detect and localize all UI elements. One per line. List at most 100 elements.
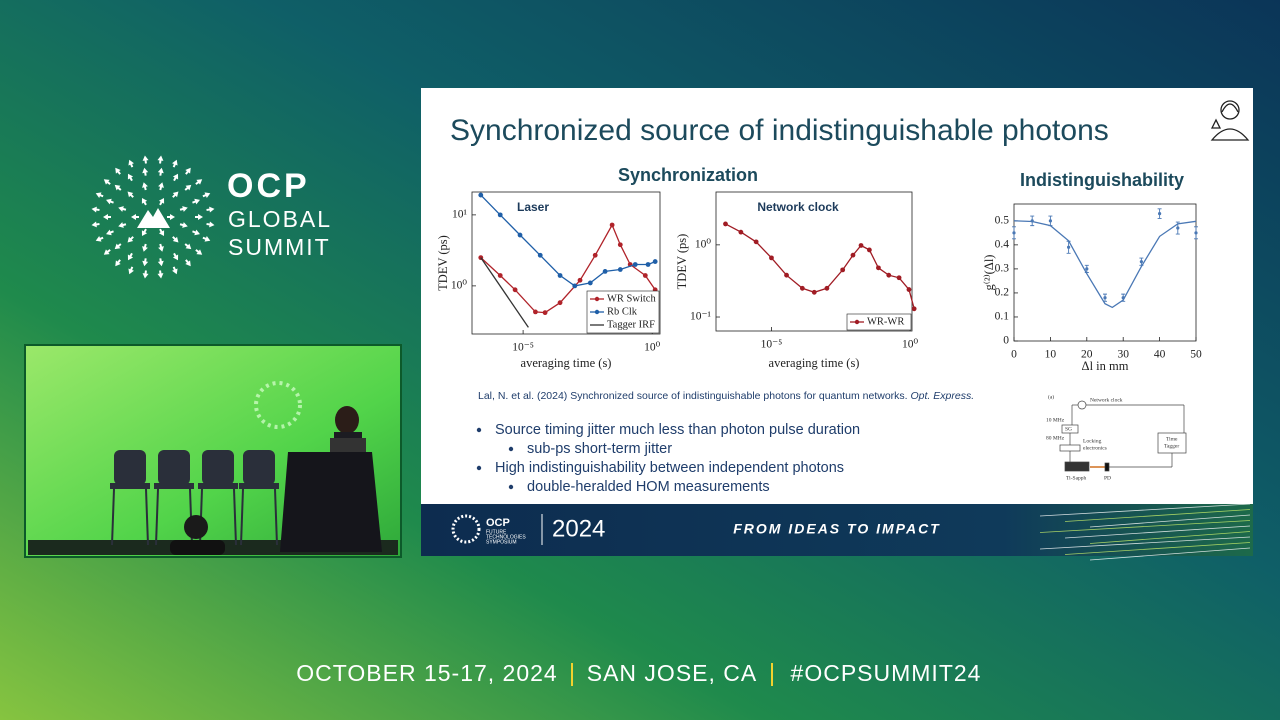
- camera-inset: [24, 344, 402, 558]
- audience-head: [184, 515, 208, 539]
- brand-line: GLOBAL: [228, 206, 332, 232]
- logo-arrow: [91, 221, 100, 228]
- y-tick-label: 0.4: [995, 239, 1010, 251]
- legend-marker: [594, 296, 600, 302]
- bullet-dot: [476, 465, 482, 471]
- data-point: [1194, 231, 1198, 235]
- logo-arrow: [172, 191, 179, 198]
- logo-arrow: [157, 258, 164, 267]
- x-tick-label: 10: [1045, 349, 1057, 361]
- diagram-label: Locking: [1083, 438, 1102, 444]
- logo-mountain: [137, 208, 170, 228]
- data-point: [512, 287, 518, 293]
- data-point: [577, 277, 583, 283]
- data-point: [911, 306, 917, 312]
- logo-arrow: [103, 249, 111, 255]
- slide-title: Synchronized source of indistinguishable…: [450, 114, 1109, 147]
- logo-arrow: [95, 236, 104, 242]
- logo-arrow: [172, 173, 179, 182]
- logo-arrow: [118, 206, 127, 212]
- data-point: [537, 252, 543, 258]
- footer-logo-mark: [451, 514, 481, 544]
- laptop: [330, 438, 366, 452]
- bullet-text: sub-ps short-term jitter: [527, 441, 672, 457]
- x-tick-label: 10⁰: [644, 342, 661, 354]
- diagram-label: Tagger: [1164, 443, 1179, 449]
- y-tick-label: 0.2: [995, 287, 1010, 299]
- logo-arrow: [142, 155, 149, 164]
- y-axis-label: TDEV (ps): [675, 234, 689, 290]
- legend-label: WR Switch: [607, 293, 656, 304]
- logo-arrow: [142, 167, 149, 176]
- x-axis-label: averaging time (s): [521, 356, 612, 370]
- data-point: [799, 285, 805, 291]
- chart-title: Network clock: [757, 200, 839, 214]
- data-point: [1067, 245, 1071, 249]
- streak: [1039, 520, 1251, 533]
- plot-frame: [1013, 203, 1197, 342]
- y-tick-label: 0.1: [995, 311, 1010, 323]
- data-point: [840, 267, 846, 273]
- logo-arrow: [114, 243, 122, 250]
- data-point: [1012, 231, 1016, 235]
- logo-arrow: [157, 167, 164, 176]
- bullet-text: Source timing jitter much less than phot…: [495, 422, 860, 438]
- data-point: [723, 221, 728, 227]
- data-point: [811, 289, 817, 295]
- data-point: [738, 229, 744, 235]
- legend-label: Tagger IRF: [607, 319, 655, 330]
- data-point: [478, 192, 484, 198]
- data-point: [1085, 267, 1089, 271]
- series-line: [1013, 220, 1197, 309]
- streak: [1064, 509, 1251, 522]
- data-point: [1176, 226, 1180, 230]
- logo-arrow: [115, 259, 121, 267]
- data-point: [784, 272, 789, 278]
- y-axis-label: g⁽²⁾(Δl): [982, 255, 996, 291]
- logo-arrow: [184, 243, 192, 250]
- data-point: [1103, 296, 1107, 300]
- section-heading: Indistinguishability: [1020, 170, 1184, 190]
- legend-label: WR-WR: [867, 316, 904, 327]
- y-tick-label: 0.3: [995, 263, 1010, 275]
- plot-frame: [471, 191, 661, 335]
- legend-marker: [594, 309, 600, 315]
- footer-logo: OCP: [486, 517, 510, 529]
- streak: [1089, 514, 1251, 528]
- ocp-logo: [91, 155, 215, 279]
- logo-arrow: [158, 197, 165, 206]
- logo-arrow: [103, 179, 111, 185]
- logo-arrow: [127, 236, 134, 243]
- logo-arrow: [172, 252, 179, 261]
- logo-arrow: [95, 192, 104, 198]
- data-point: [542, 310, 548, 316]
- data-point: [1030, 219, 1034, 223]
- data-point: [497, 273, 503, 278]
- data-point: [617, 242, 623, 248]
- logo-arrow: [195, 179, 203, 185]
- logo-arrow: [206, 221, 215, 228]
- scientist-icon: [1210, 100, 1250, 141]
- data-point: [886, 272, 892, 278]
- legend-label: Rb Clk: [607, 306, 638, 317]
- logo-arrow: [157, 270, 164, 279]
- data-point: [876, 265, 881, 271]
- brand-logo: OCP: [227, 167, 310, 205]
- data-point: [645, 262, 651, 267]
- logo-arrow: [206, 206, 215, 213]
- diagram-label: (a): [1048, 393, 1054, 400]
- data-point: [572, 283, 578, 289]
- event-hashtag: #OCPSUMMIT24: [791, 660, 982, 686]
- logo-arrow: [192, 229, 200, 236]
- logo-arrow: [106, 198, 114, 205]
- logo-arrow: [157, 155, 164, 164]
- setup-diagram: [1059, 400, 1187, 472]
- x-tick-label: 20: [1081, 349, 1093, 361]
- logo-arrow: [141, 197, 148, 206]
- logo-arrow: [127, 191, 134, 198]
- bullets: Source timing jitter much less than phot…: [476, 422, 860, 495]
- x-tick-label: 0: [1011, 349, 1017, 361]
- data-point: [557, 273, 563, 278]
